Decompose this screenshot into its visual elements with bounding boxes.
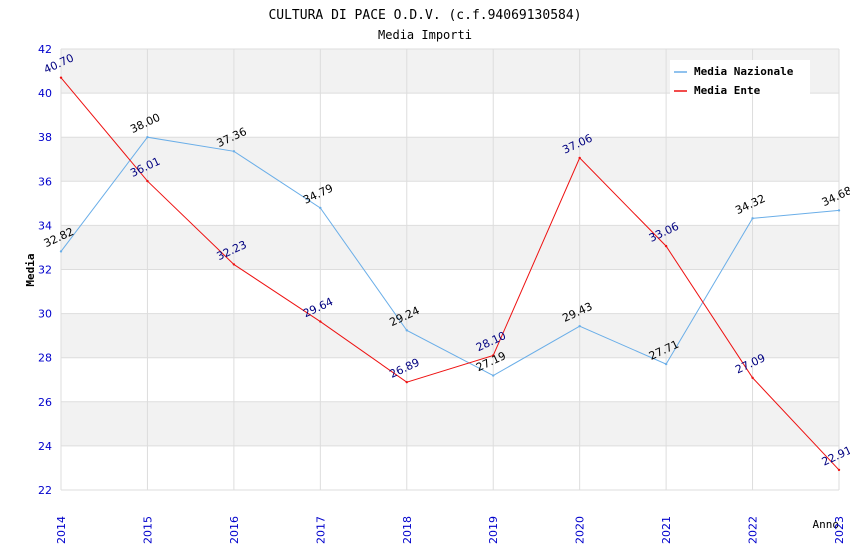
plot-bands	[61, 49, 839, 446]
data-point	[59, 76, 63, 79]
data-point	[492, 374, 495, 377]
x-tick-label: 2022	[747, 516, 760, 544]
data-point	[319, 206, 322, 210]
x-axis-ticks: 2014 2015 2016 2017 2018 2019 2020 2021 2022 2023	[55, 516, 846, 544]
x-tick-label: 2015	[141, 516, 154, 544]
legend-label-media-nazionale: Media Nazionale	[694, 65, 794, 78]
data-point	[405, 329, 408, 332]
y-tick-label: 36	[38, 175, 52, 188]
data-point	[751, 217, 754, 220]
data-label: 34.79	[301, 182, 335, 207]
data-point	[751, 376, 754, 379]
y-tick-label: 40	[38, 87, 52, 100]
y-axis-label: Media	[24, 253, 37, 286]
y-tick-label: 32	[38, 264, 52, 277]
data-point	[492, 354, 495, 357]
data-point	[146, 136, 149, 139]
plot-band	[61, 225, 839, 270]
y-tick-label: 28	[38, 352, 52, 365]
data-point	[578, 324, 581, 328]
y-tick-label: 30	[38, 308, 52, 321]
series-line-media-nazionale	[60, 136, 840, 377]
y-tick-label: 42	[38, 43, 52, 56]
y-tick-label: 24	[38, 440, 52, 453]
plot-band	[61, 401, 839, 446]
chart-subtitle: Media Importi	[378, 28, 472, 42]
x-tick-label: 2016	[228, 516, 241, 544]
y-axis-ticks: 22 24 26 28 30 32 34 36 38 40 42	[38, 43, 52, 497]
x-tick-label: 2021	[660, 516, 673, 544]
data-label: 34.68	[820, 184, 850, 209]
y-tick-label: 38	[38, 131, 52, 144]
x-axis-label: Anno	[813, 518, 840, 531]
plot-band	[61, 137, 839, 182]
y-tick-label: 22	[38, 484, 52, 497]
data-point	[232, 263, 236, 266]
y-tick-label: 26	[38, 396, 52, 409]
data-point	[837, 209, 841, 212]
data-point	[664, 244, 668, 248]
legend-label-media-ente: Media Ente	[694, 84, 761, 97]
x-tick-label: 2017	[314, 516, 327, 544]
gridlines	[60, 48, 840, 491]
series-line-media-ente	[60, 77, 840, 471]
chart-title: CULTURA DI PACE O.D.V. (c.f.94069130584)	[268, 8, 581, 23]
data-point	[578, 156, 581, 160]
data-point	[232, 150, 236, 153]
plot-band	[61, 313, 839, 358]
data-point	[405, 380, 408, 384]
legend: Media Nazionale Media Ente	[670, 60, 810, 97]
x-tick-label: 2018	[401, 516, 414, 544]
data-label: 38.00	[128, 111, 162, 136]
legend-box	[670, 60, 810, 94]
data-point	[59, 250, 63, 253]
data-point	[319, 320, 322, 323]
x-tick-label: 2019	[487, 516, 500, 544]
x-tick-label: 2023	[833, 516, 846, 544]
x-tick-label: 2020	[574, 516, 587, 544]
series-lines	[59, 76, 841, 472]
data-label: 26.89	[388, 356, 422, 381]
data-point	[146, 179, 149, 183]
x-tick-label: 2014	[55, 516, 68, 544]
data-point	[664, 362, 668, 366]
data-point	[837, 468, 841, 472]
y-tick-label: 34	[38, 219, 52, 232]
data-label: 34.32	[733, 192, 767, 217]
